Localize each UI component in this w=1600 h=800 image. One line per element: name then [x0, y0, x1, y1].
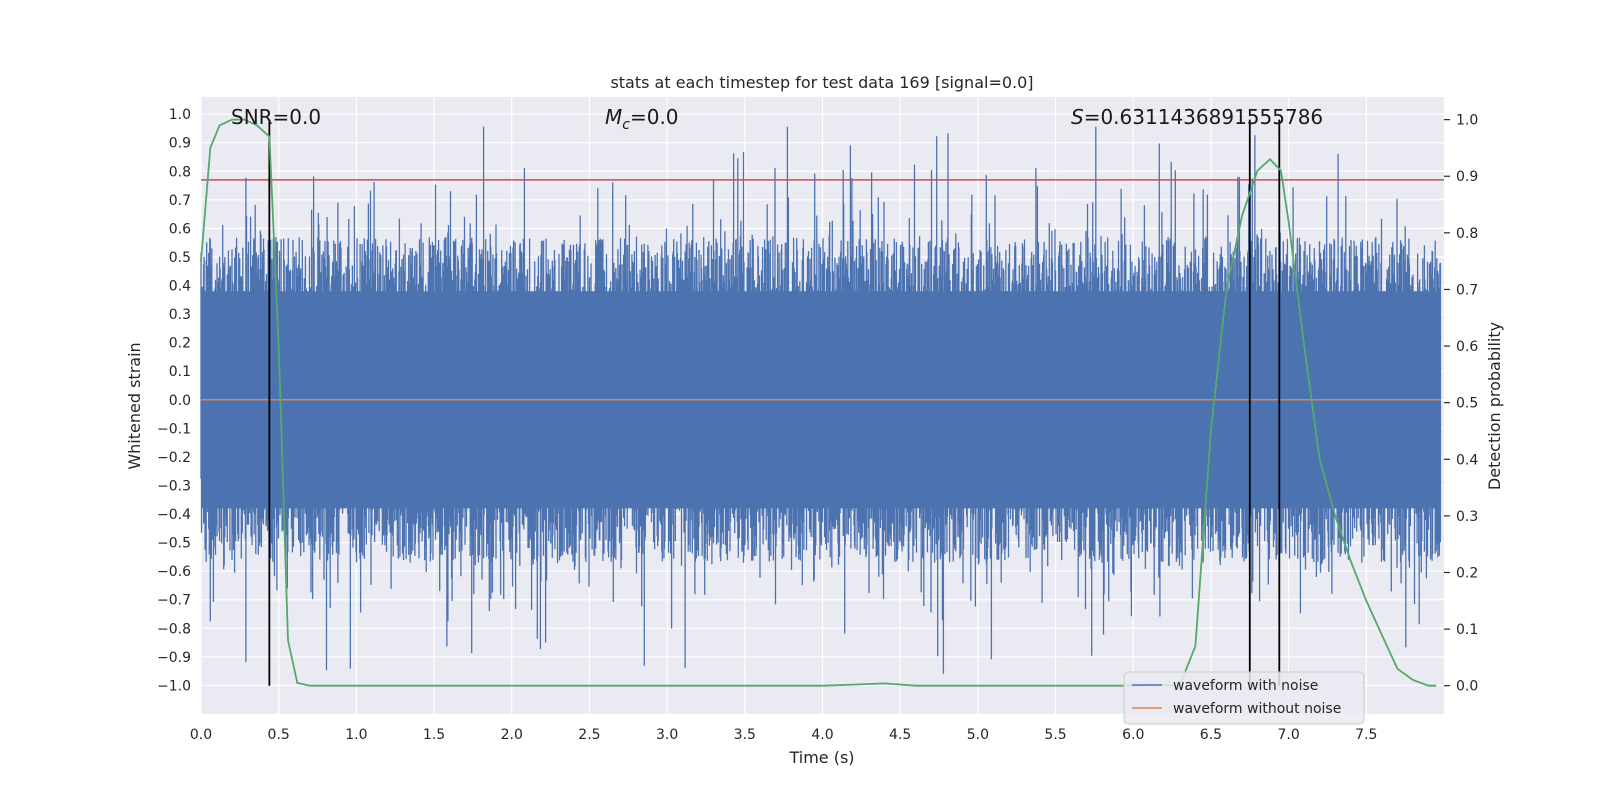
y-left-tick-label: −0.8	[157, 621, 191, 637]
s-value: =0.6311436891555786	[1084, 105, 1323, 129]
x-tick-label: 3.0	[656, 727, 678, 743]
y-left-tick-label: 0.0	[169, 393, 191, 409]
y-right-tick-label: 0.1	[1456, 622, 1478, 638]
s-symbol: S	[1071, 105, 1084, 129]
noise-trace	[200, 126, 1442, 674]
y-left-tick-label: 0.8	[169, 164, 191, 180]
chart-title: stats at each timestep for test data 169…	[610, 73, 1033, 92]
x-tick-label: 6.5	[1200, 727, 1222, 743]
y-left-tick-label: −0.4	[157, 507, 191, 523]
snr-annotation: SNR=0.0	[231, 105, 321, 129]
y-left-tick-label: 0.9	[169, 136, 191, 152]
x-tick-label: 7.5	[1355, 727, 1377, 743]
y-left-tick-label: −0.6	[157, 564, 191, 580]
legend-box	[1123, 671, 1365, 725]
y-left-tick-label: 1.0	[169, 107, 191, 123]
x-tick-label: 4.0	[811, 727, 833, 743]
y-left-tick-label: −0.3	[157, 478, 191, 494]
x-tick-label: 0.5	[268, 727, 290, 743]
y-left-tick-label: −0.5	[157, 536, 191, 552]
y-left-tick-label: −0.1	[157, 421, 191, 437]
y-right-tick-label: 0.7	[1456, 282, 1478, 298]
mc-value: =0.0	[630, 105, 679, 129]
x-tick-label: 2.0	[501, 727, 523, 743]
y-left-tick-label: −0.2	[157, 450, 191, 466]
x-tick-label: 2.5	[578, 727, 600, 743]
x-tick-label: 5.0	[967, 727, 989, 743]
y-left-tick-label: −0.7	[157, 593, 191, 609]
legend-label-clean: waveform without noise	[1173, 701, 1341, 717]
y-right-tick-label: 1.0	[1456, 113, 1478, 129]
y-left-tick-label: 0.3	[169, 307, 191, 323]
mc-symbol: M	[605, 105, 622, 129]
y-right-tick-label: 0.4	[1456, 452, 1478, 468]
y-left-tick-label: 0.2	[169, 336, 191, 352]
axis-ticks: 0.0 0.5 1.0 1.5 2.0 2.5 3.0 3.5 4.0 4.5 5.0 5.5 6.0 6…	[157, 107, 1478, 743]
x-axis-label: Time (s)	[788, 748, 854, 767]
mc-annotation: Mc=0.0	[605, 105, 679, 133]
x-tick-label: 1.5	[423, 727, 445, 743]
y-right-tick-label: 0.5	[1456, 396, 1478, 412]
vertical-markers	[268, 119, 1281, 686]
x-tick-label: 5.5	[1044, 727, 1066, 743]
x-tick-label: 7.0	[1277, 727, 1299, 743]
y-axis-left-label: Whitened strain	[125, 342, 144, 469]
x-tick-label: 6.0	[1122, 727, 1144, 743]
y-left-tick-label: −1.0	[157, 678, 191, 694]
y-left-tick-label: 0.6	[169, 221, 191, 237]
y-right-tick-label: 0.6	[1456, 339, 1478, 355]
x-tick-label: 3.5	[734, 727, 756, 743]
y-right-tick-label: 0.9	[1456, 169, 1478, 185]
mc-subscript: c	[622, 117, 630, 133]
y-left-tick-label: 0.7	[169, 193, 191, 209]
y-left-tick-label: 0.1	[169, 364, 191, 380]
y-left-tick-label: 0.4	[169, 279, 191, 295]
legend-label-noisy: waveform with noise	[1173, 678, 1318, 694]
y-right-tick-label: 0.8	[1456, 226, 1478, 242]
y-axis-right-label: Detection probability	[1485, 322, 1504, 490]
x-tick-label: 4.5	[889, 727, 911, 743]
legend: waveform with noise waveform without noi…	[1123, 671, 1365, 725]
x-tick-label: 1.0	[345, 727, 367, 743]
y-right-tick-label: 0.3	[1456, 509, 1478, 525]
y-right-tick-label: 0.0	[1456, 679, 1478, 695]
y-left-tick-label: 0.5	[169, 250, 191, 266]
y-left-tick-label: −0.9	[157, 650, 191, 666]
x-tick-label: 0.0	[190, 727, 212, 743]
s-annotation: S=0.6311436891555786	[1071, 105, 1323, 129]
y-right-tick-label: 0.2	[1456, 565, 1478, 581]
